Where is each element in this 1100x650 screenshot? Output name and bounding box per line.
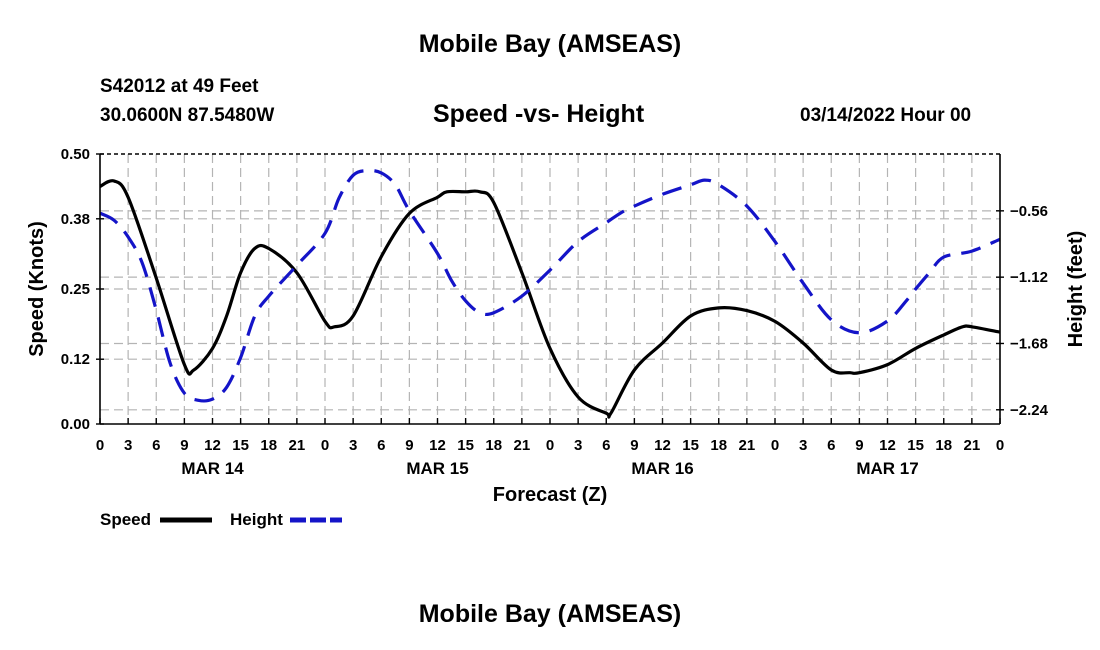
x-tick-label: 0	[321, 437, 329, 454]
y-tick-label: 0.00	[61, 416, 90, 433]
x-tick-label: 3	[799, 437, 807, 454]
x-axis-title: Forecast (Z)	[493, 484, 607, 506]
x-tick-label: 0	[771, 437, 779, 454]
legend-label-speed: Speed	[100, 510, 151, 529]
y2-tick-label: −1.12	[1010, 269, 1048, 286]
x-tick-label: 18	[710, 437, 727, 454]
day-label: MAR 15	[406, 459, 468, 478]
x-tick-label: 6	[377, 437, 385, 454]
y-tick-label: 0.12	[61, 351, 90, 368]
x-tick-label: 15	[232, 437, 249, 454]
x-tick-label: 21	[514, 437, 531, 454]
x-tick-label: 15	[682, 437, 699, 454]
y-tick-label: 0.25	[61, 281, 90, 298]
x-tick-label: 3	[124, 437, 132, 454]
x-tick-label: 6	[152, 437, 160, 454]
speed-series-line	[99, 179, 1001, 419]
x-tick-label: 12	[204, 437, 221, 454]
x-tick-label: 6	[827, 437, 835, 454]
day-label: MAR 14	[181, 459, 244, 478]
x-tick-label: 12	[654, 437, 671, 454]
series-layer	[99, 168, 1001, 419]
footer-title: Mobile Bay (AMSEAS)	[418, 600, 682, 628]
y2-axis-title: Height (feet)	[1065, 231, 1087, 348]
chart-subtitle: Speed -vs- Height	[433, 100, 645, 128]
x-tick-label: 18	[485, 437, 502, 454]
x-tick-label: 9	[405, 437, 413, 454]
height-series-line	[99, 168, 1001, 403]
x-tick-label: 15	[907, 437, 924, 454]
y-tick-label: 0.38	[61, 211, 90, 228]
day-label: MAR 17	[856, 459, 918, 478]
x-tick-label: 0	[96, 437, 104, 454]
legend-layer: Speed Height	[100, 510, 342, 529]
coordinates-label: 30.0600N 87.5480W	[100, 105, 275, 126]
axes-layer	[96, 153, 1004, 425]
y2-tick-label: −1.68	[1010, 335, 1048, 352]
x-tick-label: 18	[935, 437, 952, 454]
speed-height-chart: 0 3 6 9 12 15 18 21 0 3 6 9 12 15 18 21 0 3 6 9 12 15 18 21 0 3 6 9…	[26, 146, 1087, 529]
x-tick-label: 12	[429, 437, 446, 454]
y2-tick-label: −0.56	[1010, 203, 1048, 220]
y-tick-label: 0.50	[61, 146, 90, 163]
x-tick-label: 21	[289, 437, 306, 454]
x-tick-label: 9	[855, 437, 863, 454]
x-tick-label: 21	[964, 437, 981, 454]
x-tick-label: 9	[180, 437, 188, 454]
y-axis-title: Speed (Knots)	[26, 221, 48, 357]
x-tick-label: 9	[630, 437, 638, 454]
x-tick-label: 21	[739, 437, 756, 454]
x-tick-label: 0	[546, 437, 554, 454]
x-tick-label: 6	[602, 437, 610, 454]
x-tick-label: 0	[996, 437, 1004, 454]
labels-layer: 0 3 6 9 12 15 18 21 0 3 6 9 12 15 18 21 0 3 6 9 12 15 18 21 0 3 6 9…	[26, 146, 1087, 506]
legend-label-height: Height	[230, 510, 283, 529]
x-tick-label: 3	[574, 437, 582, 454]
x-tick-label: 12	[879, 437, 896, 454]
day-label: MAR 16	[631, 459, 693, 478]
chart-main-title: Mobile Bay (AMSEAS)	[418, 30, 682, 58]
x-tick-label: 3	[349, 437, 357, 454]
station-label: S42012 at 49 Feet	[100, 76, 259, 97]
x-tick-label: 18	[260, 437, 277, 454]
forecast-date-label: 03/14/2022 Hour 00	[800, 105, 972, 126]
x-tick-label: 15	[457, 437, 474, 454]
y2-tick-label: −2.24	[1010, 402, 1049, 419]
